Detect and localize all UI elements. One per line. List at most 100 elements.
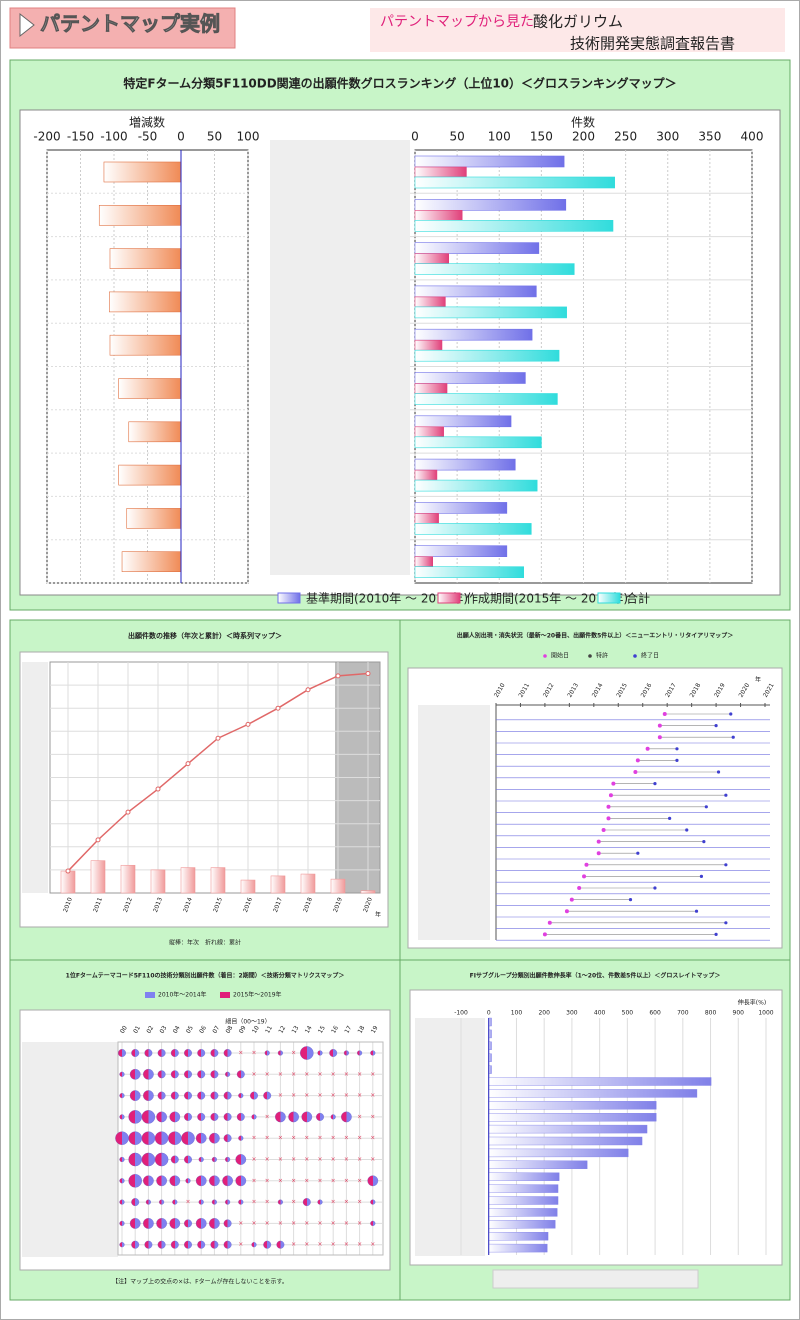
bubble xyxy=(238,1199,244,1205)
bar xyxy=(488,1231,549,1241)
bubble xyxy=(236,1070,245,1079)
x-tick-label: 50 xyxy=(449,130,464,144)
bubble xyxy=(129,1218,141,1229)
legend-swatch xyxy=(277,592,301,604)
bubble xyxy=(119,1093,125,1099)
bubble xyxy=(168,1131,182,1145)
cross: × xyxy=(331,1177,336,1184)
cross: × xyxy=(291,1199,296,1206)
bubble xyxy=(170,1049,179,1057)
bubble xyxy=(144,1049,153,1057)
header-subtitle: パテントマップから見た xyxy=(380,14,534,30)
bubble xyxy=(251,1242,257,1248)
bubble xyxy=(169,1111,181,1123)
cross: × xyxy=(344,1135,349,1142)
bubble xyxy=(129,1068,141,1080)
cross: × xyxy=(291,1177,296,1184)
bubble xyxy=(119,1199,125,1205)
end-marker xyxy=(714,724,718,728)
bubble xyxy=(210,1091,219,1100)
end-marker xyxy=(653,782,657,786)
x-tick-label: 250 xyxy=(614,130,637,144)
bubble xyxy=(143,1218,154,1229)
bubble xyxy=(143,1090,154,1101)
x-tick-label: 2011 xyxy=(92,896,104,913)
bubble xyxy=(222,1175,233,1187)
x-tick-label: 100 xyxy=(237,130,260,144)
x-tick-label: 300 xyxy=(656,130,679,144)
cross: × xyxy=(185,1199,190,1206)
end-marker xyxy=(731,735,735,739)
cross: × xyxy=(291,1092,296,1099)
blurred-labels xyxy=(270,140,410,575)
point xyxy=(335,673,341,679)
bar xyxy=(488,1077,712,1086)
legend-label: 開始日 xyxy=(551,652,569,660)
cross: × xyxy=(317,1156,322,1163)
bar xyxy=(128,421,182,443)
bar xyxy=(488,1172,560,1181)
start-marker xyxy=(606,804,611,809)
x-tick-label: 0 xyxy=(487,1010,491,1017)
bubble xyxy=(197,1070,206,1079)
bubble xyxy=(170,1240,179,1249)
bubble xyxy=(119,1242,125,1248)
cross: × xyxy=(357,1241,362,1248)
column-label: 01 xyxy=(132,1024,142,1034)
start-marker xyxy=(582,874,587,879)
point xyxy=(245,721,251,727)
bubble xyxy=(119,1178,125,1184)
bar xyxy=(488,1243,548,1253)
bar xyxy=(103,161,182,183)
bubble xyxy=(156,1218,167,1229)
cross: × xyxy=(370,1241,375,1248)
point xyxy=(305,687,311,693)
chart-title: 出願件数の推移（年次と累計）＜時系列マップ＞ xyxy=(128,631,282,640)
start-marker xyxy=(596,839,601,844)
bubble xyxy=(317,1050,323,1056)
column-label: 11 xyxy=(264,1024,274,1034)
legend-label: 2010年～2014年 xyxy=(158,991,207,999)
bubble xyxy=(156,1111,167,1123)
legend-label: 2015年～2019年 xyxy=(233,991,282,999)
bubble xyxy=(209,1218,220,1229)
axis-label: 増減数 xyxy=(129,115,165,130)
end-marker xyxy=(704,805,708,809)
bubble xyxy=(223,1219,232,1228)
x-tick-label: 900 xyxy=(733,1010,745,1017)
bubble xyxy=(144,1240,153,1249)
legend-label: 終了日 xyxy=(641,652,659,660)
bubble xyxy=(170,1155,179,1164)
bar xyxy=(414,383,448,394)
column-label: 07 xyxy=(211,1024,221,1034)
cross: × xyxy=(291,1135,296,1142)
cross: × xyxy=(357,1135,362,1142)
bubble xyxy=(223,1134,232,1143)
axis-label: 年 xyxy=(755,676,761,684)
column-label: 12 xyxy=(277,1024,287,1034)
cross: × xyxy=(344,1199,349,1206)
bar xyxy=(414,566,524,579)
end-marker xyxy=(724,863,728,867)
bar xyxy=(414,199,567,211)
bar xyxy=(300,873,316,894)
x-tick-label: 50 xyxy=(207,130,222,144)
bar xyxy=(414,166,467,178)
x-tick-label: 2010 xyxy=(62,896,74,913)
chart-title: FIサブグループ分類別出願件数伸長率（1～20位、件数差5件以上）＜グロスレイト… xyxy=(470,972,721,980)
cross: × xyxy=(304,1156,309,1163)
bubble xyxy=(367,1175,379,1187)
point xyxy=(125,809,131,815)
legend-swatch xyxy=(220,992,230,998)
plot-frame xyxy=(117,1041,384,1256)
x-tick-label: 500 xyxy=(622,1010,634,1017)
column-label: 02 xyxy=(145,1024,155,1034)
column-label: 13 xyxy=(291,1024,301,1034)
cross: × xyxy=(357,1220,362,1227)
bubble xyxy=(197,1091,206,1100)
legend-swatch xyxy=(597,592,621,604)
bubble xyxy=(184,1112,192,1121)
end-marker xyxy=(702,840,706,844)
column-label: 17 xyxy=(343,1024,353,1034)
